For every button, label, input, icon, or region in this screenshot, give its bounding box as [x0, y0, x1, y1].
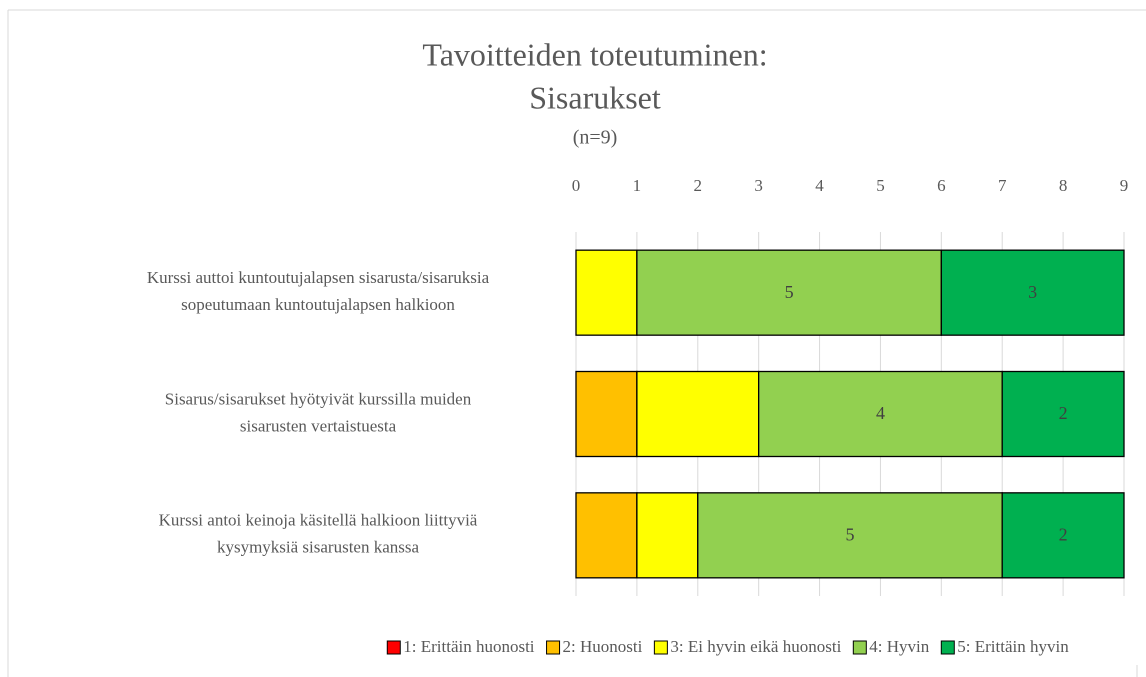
category-label: Kurssi antoi keinoja käsitellä halkioon …	[159, 511, 478, 530]
bar-segment	[636, 370, 760, 458]
x-tick-label: 4	[815, 176, 824, 195]
x-tick-label: 2	[694, 176, 703, 195]
bar-segment	[575, 492, 638, 579]
bar-segment	[758, 370, 1003, 458]
category-label: Kurssi auttoi kuntoutujalapsen sisarusta…	[147, 268, 490, 287]
x-tick-label: 1	[633, 176, 642, 195]
x-tick-label: 0	[572, 176, 581, 195]
bar-segment	[575, 370, 638, 458]
bar-segment	[940, 249, 1125, 336]
legend-swatch	[653, 640, 668, 655]
legend-swatch	[546, 640, 561, 655]
bar-segment	[575, 249, 638, 336]
legend-label: 2: Huonosti	[563, 637, 643, 656]
data-label: 2	[1059, 524, 1068, 544]
bar-segment	[1001, 370, 1125, 458]
x-tick-label: 8	[1059, 176, 1068, 195]
chart-title: Sisarukset	[529, 79, 661, 115]
legend-label: 3: Ei hyvin eikä huonosti	[670, 637, 841, 656]
bar-segment	[636, 249, 942, 336]
category-label: sisarusten vertaistuesta	[240, 416, 397, 435]
bar-segment	[636, 492, 699, 579]
legend-swatch	[852, 640, 867, 655]
x-tick-label: 3	[754, 176, 763, 195]
legend-swatch	[940, 640, 955, 655]
data-label: 5	[846, 524, 855, 544]
legend-label: 5: Erittäin hyvin	[957, 637, 1069, 656]
legend-swatch	[386, 640, 401, 655]
data-label: 5	[785, 282, 794, 302]
data-label: 2	[1059, 403, 1068, 423]
chart-subtitle: (n=9)	[573, 127, 618, 149]
bar-segment	[697, 492, 1003, 579]
x-tick-label: 9	[1120, 176, 1129, 195]
bar-segment	[1001, 492, 1125, 579]
legend-label: 4: Hyvin	[869, 637, 929, 656]
x-tick-label: 7	[998, 176, 1007, 195]
legend-label: 1: Erittäin huonosti	[403, 637, 535, 656]
category-label: Sisarus/sisarukset hyötyivät kurssilla m…	[165, 389, 472, 408]
category-label: sopeutumaan kuntoutujalapsen halkioon	[181, 295, 455, 314]
category-label: kysymyksiä sisarusten kanssa	[217, 538, 420, 557]
x-tick-label: 5	[876, 176, 885, 195]
data-label: 4	[876, 403, 885, 423]
data-label: 3	[1028, 282, 1037, 302]
x-tick-label: 6	[937, 176, 946, 195]
chart-title: Tavoitteiden toteutuminen:	[422, 36, 767, 72]
